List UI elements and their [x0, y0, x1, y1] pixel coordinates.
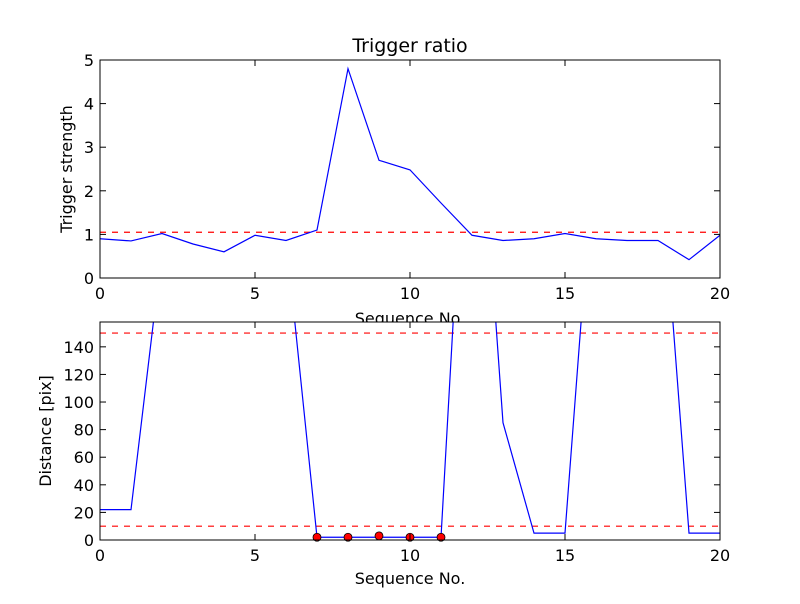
y-tick-label: 3: [84, 138, 94, 157]
series-line: [100, 66, 720, 261]
y-tick-label: 5: [84, 51, 94, 70]
y-axis-label: Trigger strength: [57, 105, 76, 234]
y-tick-label: 80: [74, 421, 94, 440]
x-tick-label: 20: [710, 284, 730, 303]
x-tick-label: 10: [400, 284, 420, 303]
x-tick-label: 20: [710, 546, 730, 565]
y-tick-label: 100: [63, 393, 94, 412]
data-point-marker: [436, 532, 446, 542]
x-axis-label: Sequence No.: [355, 569, 466, 588]
x-tick-label: 5: [250, 546, 260, 565]
data-point-marker: [343, 532, 353, 542]
y-tick-label: 0: [84, 531, 94, 550]
y-tick-label: 0: [84, 269, 94, 288]
x-tick-label: 15: [555, 546, 575, 565]
x-tick-label: 0: [95, 284, 105, 303]
y-tick-label: 1: [84, 225, 94, 244]
data-point-marker: [374, 531, 384, 541]
y-axis-label: Distance [pix]: [36, 375, 55, 487]
y-tick-label: 2: [84, 182, 94, 201]
y-tick-label: 20: [74, 503, 94, 522]
y-tick-label: 60: [74, 448, 94, 467]
plot-background: [100, 60, 720, 278]
y-tick-label: 140: [63, 338, 94, 357]
plot-background: [100, 322, 720, 540]
x-tick-label: 0: [95, 546, 105, 565]
y-tick-label: 40: [74, 476, 94, 495]
x-tick-label: 5: [250, 284, 260, 303]
y-tick-label: 120: [63, 365, 94, 384]
x-tick-label: 10: [400, 546, 420, 565]
data-point-marker: [312, 532, 322, 542]
x-tick-label: 15: [555, 284, 575, 303]
y-tick-label: 4: [84, 95, 94, 114]
chart-title: Trigger ratio: [351, 35, 467, 57]
